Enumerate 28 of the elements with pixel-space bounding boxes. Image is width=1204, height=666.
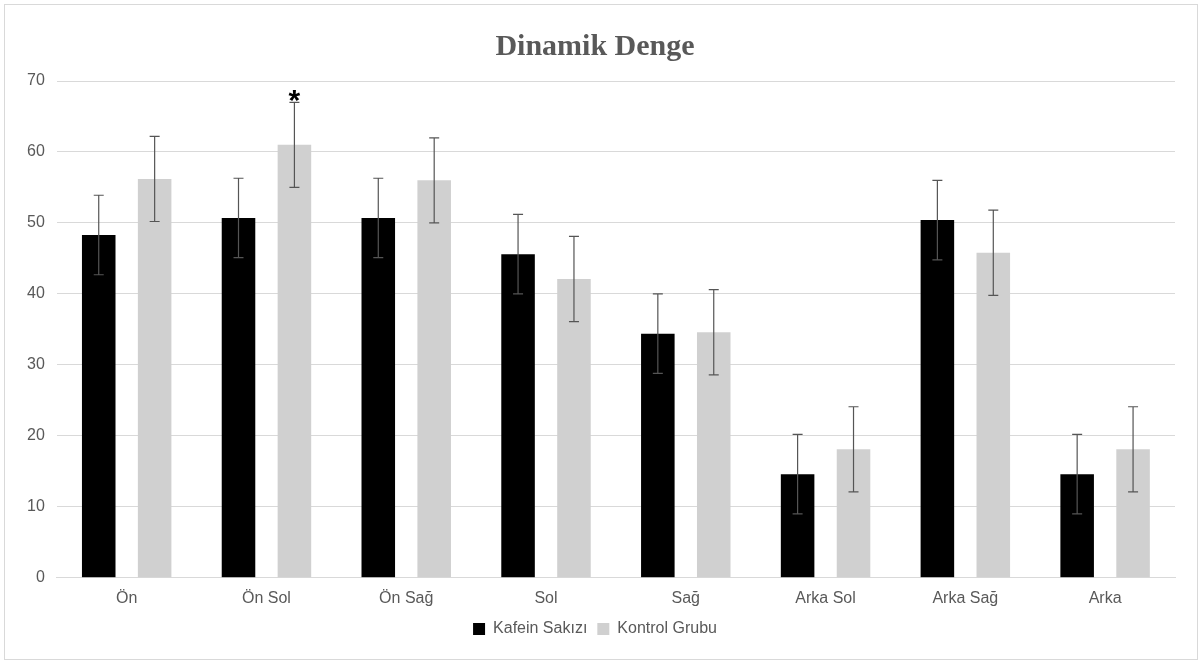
y-tick-label: 50 bbox=[27, 213, 45, 231]
x-tick-label: Sol bbox=[534, 588, 558, 606]
bar bbox=[920, 220, 955, 578]
y-tick-label: 70 bbox=[27, 71, 45, 89]
x-tick-label: Arka Sağ bbox=[932, 588, 999, 606]
x-tick-label: Ön bbox=[116, 588, 138, 606]
legend-label: Kontrol Grubu bbox=[617, 619, 717, 637]
bar bbox=[501, 254, 535, 578]
bar bbox=[361, 217, 396, 578]
x-tick-label: Arka Sol bbox=[795, 588, 856, 606]
annotation: * bbox=[288, 82, 301, 116]
x-tick-label: Ön Sol bbox=[242, 588, 291, 606]
y-tick-label: 10 bbox=[27, 497, 45, 515]
y-tick-label: 20 bbox=[27, 426, 45, 444]
y-tick-label: 60 bbox=[27, 142, 45, 160]
bar bbox=[1060, 474, 1094, 578]
legend-label: Kafein Sakızı bbox=[493, 619, 588, 637]
x-tick-label: Arka bbox=[1088, 588, 1122, 606]
bar bbox=[641, 333, 675, 578]
bar bbox=[81, 235, 116, 578]
x-tick-label: Sağ bbox=[671, 588, 701, 606]
chart-title: Dinamik Denge bbox=[495, 27, 695, 61]
x-tick-label: Ön Sağ bbox=[379, 588, 434, 606]
y-tick-label: 0 bbox=[35, 568, 45, 586]
bar bbox=[780, 474, 815, 578]
bar bbox=[221, 217, 256, 578]
y-tick-label: 40 bbox=[27, 284, 45, 302]
y-tick-label: 30 bbox=[27, 355, 45, 373]
